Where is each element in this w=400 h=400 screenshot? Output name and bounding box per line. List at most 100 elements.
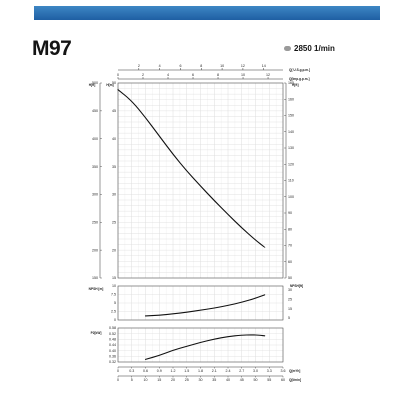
bottom-axis-2-tick-label: 10 <box>144 378 148 382</box>
chart-axes <box>99 68 287 378</box>
chart-labels: 2 4 6 8 10 12 140 2 4 6 8 10 12Q[ U.S.g.p.m.]Q[Imp.g… <box>89 64 310 382</box>
npsh-m-tick-label: 2.5 <box>111 310 116 314</box>
top-axis-1-tick-label: 6 <box>179 64 181 68</box>
power-tick-label: 0.48 <box>109 338 116 342</box>
bottom-axis-1-tick-label: 2.1 <box>212 369 217 373</box>
head-ft-tick-label: 500 <box>92 81 98 85</box>
head-curve <box>117 89 266 248</box>
top-axis-1-tick-label: 10 <box>220 64 224 68</box>
head-m-tick-label: 20 <box>112 248 116 252</box>
head-right-tick-label: 140 <box>288 130 294 134</box>
head-right-tick-label: 100 <box>288 195 294 199</box>
bottom-axis-2-tick-label: 60 <box>281 378 285 382</box>
npsh-ft-tick-label: 25 <box>288 298 292 302</box>
top-axis-1-tick-label: 12 <box>241 64 245 68</box>
head-right-tick-label: 110 <box>288 179 294 183</box>
npsh-m-tick-label: 0 <box>114 318 116 322</box>
bottom-axis-1-tick-label: 1.8 <box>198 369 203 373</box>
head-m-tick-label: 40 <box>112 137 116 141</box>
head-ft-tick-label: 400 <box>92 137 98 141</box>
top-axis-2-tick-label: 2 <box>142 73 144 77</box>
bottom-axis-1-tick-label: 3.0 <box>253 369 258 373</box>
head-right-tick-label: 130 <box>288 146 294 150</box>
head-ft-tick-label: 200 <box>92 248 98 252</box>
head-m-tick-label: 25 <box>112 220 116 224</box>
bottom-axis-2-tick-label: 25 <box>185 378 189 382</box>
top-axis-1-tick-label: 8 <box>200 64 202 68</box>
head-right-label: H[ft] <box>292 83 299 87</box>
bottom-axis-1-tick-label: 3.6 <box>281 369 286 373</box>
bottom-axis-1-tick-label: 2.7 <box>239 369 244 373</box>
top-axis-1-tick-label: 2 <box>138 64 140 68</box>
head-frame <box>117 82 284 279</box>
speed-value: 2850 1/min <box>294 44 335 53</box>
head-ft-label: H[ft] <box>89 83 96 87</box>
npsh-ft-tick-label: 15 <box>288 307 292 311</box>
bottom-axis-2-tick-label: 50 <box>254 378 258 382</box>
npsh-frame <box>117 285 284 321</box>
power-frame <box>117 327 284 363</box>
bottom-axis-1-label: Q[m³/h] <box>289 369 300 373</box>
head-ft-tick-label: 250 <box>92 220 98 224</box>
top-axis-2-tick-label: 12 <box>266 73 270 77</box>
npsh-ft-label: NPSH[ft] <box>290 284 303 288</box>
head-right-tick-label: 165 <box>288 81 294 85</box>
power-tick-label: 0.36 <box>109 355 116 359</box>
top-axis-2-label: Q[Imp.g.p.m.] <box>289 77 310 81</box>
head-m-tick-label: 15 <box>112 276 116 280</box>
bottom-axis-1-tick-label: 0.9 <box>157 369 162 373</box>
head-grid <box>117 82 284 279</box>
head-ft-tick-label: 350 <box>92 165 98 169</box>
bottom-axis-1-tick-label: 3.3 <box>267 369 272 373</box>
bottom-axis-1-tick-label: 0.3 <box>129 369 134 373</box>
top-axis-2-tick-label: 0 <box>117 73 119 77</box>
head-ft-tick-label: 150 <box>92 276 98 280</box>
npsh-ft-tick-label: 5 <box>288 316 290 320</box>
model-title: M97 <box>32 37 72 60</box>
top-axis-1-tick-label: 4 <box>159 64 161 68</box>
top-axis-2-tick-label: 8 <box>217 73 219 77</box>
bottom-axis-2-tick-label: 5 <box>131 378 133 382</box>
bottom-axis-2-label: Q[l/min] <box>289 378 301 382</box>
npsh-m-tick-label: 10 <box>112 284 116 288</box>
bottom-axis-1-tick-label: 2.4 <box>226 369 231 373</box>
power-tick-label: 0.40 <box>109 349 116 353</box>
head-m-tick-label: 30 <box>112 193 116 197</box>
bottom-axis-1-tick-label: 1.2 <box>171 369 176 373</box>
header-banner <box>34 6 380 20</box>
bottom-axis-2-tick-label: 20 <box>171 378 175 382</box>
head-right-tick-label: 80 <box>288 227 292 231</box>
head-ft-tick-label: 300 <box>92 193 98 197</box>
power-tick-label: 0.58 <box>109 326 116 330</box>
bottom-axis-2-tick-label: 45 <box>240 378 244 382</box>
head-m-label: H[m] <box>106 83 113 87</box>
chart-curves <box>117 89 266 360</box>
head-m-tick-label: 35 <box>112 165 116 169</box>
speed-label: 2850 1/min <box>284 44 335 53</box>
npsh-m-tick-label: 5 <box>114 301 116 305</box>
top-axis-2-tick-label: 6 <box>192 73 194 77</box>
head-right-tick-label: 120 <box>288 162 294 166</box>
head-right-tick-label: 50 <box>288 276 292 280</box>
bottom-axis-1-tick-label: 0 <box>117 369 119 373</box>
bottom-axis-2-tick-label: 40 <box>226 378 230 382</box>
head-right-tick-label: 90 <box>288 211 292 215</box>
head-right-tick-label: 60 <box>288 260 292 264</box>
bottom-axis-1-tick-label: 0.6 <box>143 369 148 373</box>
top-axis-1-label: Q[ U.S.g.p.m.] <box>289 68 310 72</box>
npsh-m-tick-label: 7.5 <box>111 293 116 297</box>
bottom-axis-1-tick-label: 1.5 <box>184 369 189 373</box>
npsh-ft-tick-label: 30 <box>288 288 292 292</box>
bottom-axis-2-tick-label: 15 <box>157 378 161 382</box>
head-m-tick-label: 50 <box>112 81 116 85</box>
power-curve <box>144 334 266 360</box>
head-right-tick-label: 160 <box>288 97 294 101</box>
power-label: P2[kW] <box>91 331 102 335</box>
npsh-grid <box>117 285 284 321</box>
power-tick-label: 0.32 <box>109 360 116 364</box>
bottom-axis-2-tick-label: 35 <box>212 378 216 382</box>
top-axis-2-tick-label: 10 <box>241 73 245 77</box>
bottom-axis-2-tick-label: 55 <box>267 378 271 382</box>
head-m-tick-label: 45 <box>112 109 116 113</box>
